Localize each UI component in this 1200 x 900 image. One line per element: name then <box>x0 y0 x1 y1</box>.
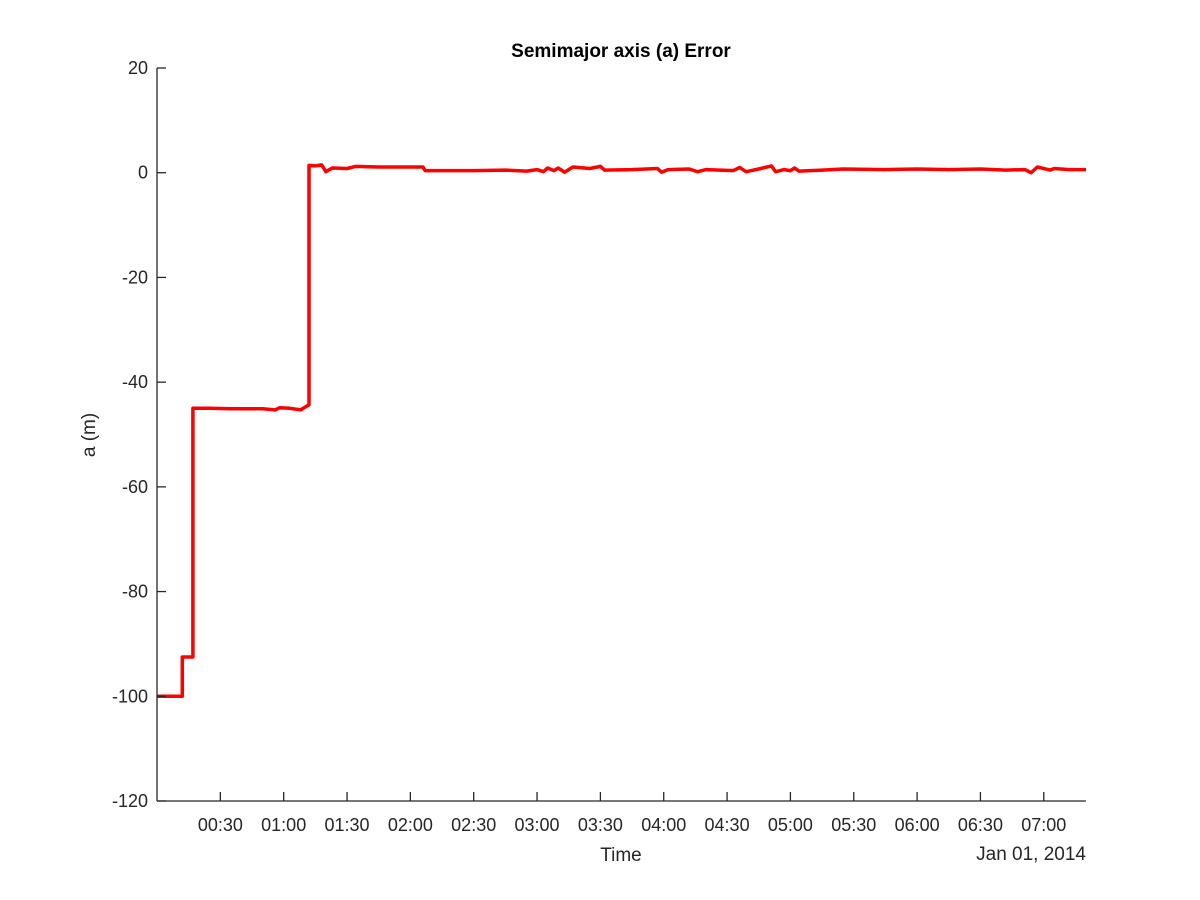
plot-line-layer <box>157 163 1086 699</box>
y-tick-label: -40 <box>122 372 148 392</box>
x-tick-label: 02:30 <box>451 815 496 835</box>
x-tick-label: 05:00 <box>768 815 813 835</box>
chart-title: Semimajor axis (a) Error <box>511 41 731 62</box>
x-tick-label: 07:00 <box>1021 815 1066 835</box>
axes-layer <box>156 68 1086 802</box>
x-tick-label: 01:30 <box>324 815 369 835</box>
x-tick-label: 00:30 <box>198 815 243 835</box>
x-tick-label: 05:30 <box>831 815 876 835</box>
x-tick-label: 01:00 <box>261 815 306 835</box>
y-tick-label: -20 <box>122 267 148 287</box>
x-tick-label: 03:00 <box>515 815 560 835</box>
y-tick-label: -60 <box>122 477 148 497</box>
y-tick-label: 0 <box>138 163 148 183</box>
ticks-layer: -120 -100 -80 -60 -40 -20 0 20 00:30 01:00 01:30 02… <box>112 58 1066 835</box>
y-tick-label: -120 <box>112 791 148 811</box>
x-tick-label: 02:00 <box>388 815 433 835</box>
x-axis-label: Time <box>600 845 642 866</box>
x-tick-label: 03:30 <box>578 815 623 835</box>
y-tick-label: 20 <box>128 58 148 78</box>
series-line <box>157 163 1086 699</box>
y-tick-label: -100 <box>112 686 148 706</box>
x-tick-label: 04:00 <box>641 815 686 835</box>
x-tick-label: 04:30 <box>705 815 750 835</box>
x-tick-label: 06:30 <box>958 815 1003 835</box>
y-tick-label: -80 <box>122 582 148 602</box>
x-tick-label: 06:00 <box>895 815 940 835</box>
date-label: Jan 01, 2014 <box>976 844 1086 865</box>
y-axis-label: a (m) <box>79 413 100 457</box>
